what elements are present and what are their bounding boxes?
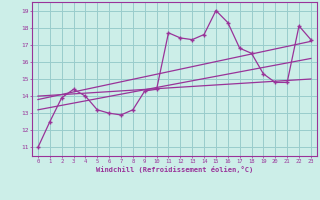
- X-axis label: Windchill (Refroidissement éolien,°C): Windchill (Refroidissement éolien,°C): [96, 166, 253, 173]
